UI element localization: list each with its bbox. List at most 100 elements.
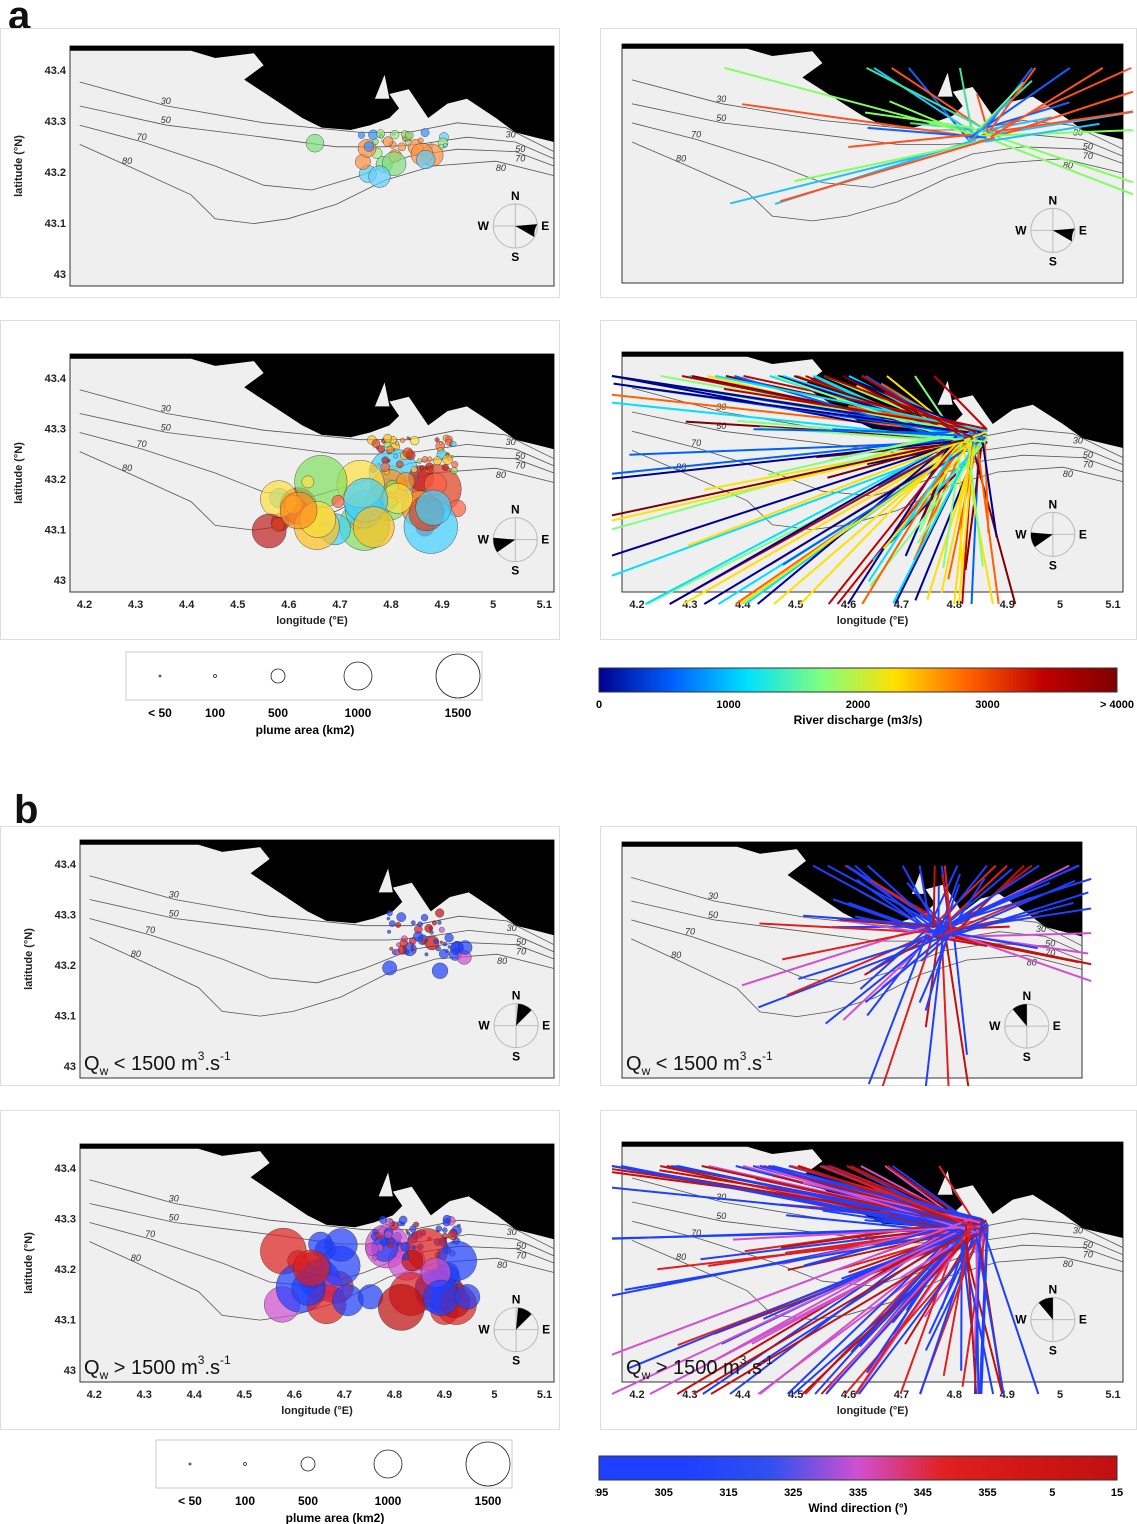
compass-e: E xyxy=(1079,223,1087,237)
plume-axis-line xyxy=(611,1186,984,1227)
x-tick-label: 4.2 xyxy=(77,599,92,611)
isobath-label: 70 xyxy=(516,947,526,957)
plume-axis-line xyxy=(782,928,931,961)
plume-bubble xyxy=(380,462,391,472)
x-tick-label: 4.7 xyxy=(337,1389,352,1401)
compass-n: N xyxy=(1049,497,1058,511)
isobath-label: 50 xyxy=(169,909,179,919)
x-tick-label: 4.2 xyxy=(87,1389,102,1401)
isobath-line xyxy=(631,938,1083,1018)
x-tick-label: 4.7 xyxy=(332,599,347,611)
size-legend-title: plume area (km2) xyxy=(286,1511,385,1524)
isobath-label: 50 xyxy=(515,451,525,461)
wind-sector-icon xyxy=(516,1307,532,1330)
plume-axis-line xyxy=(934,864,988,931)
x-tick-label: 5.1 xyxy=(1105,599,1120,611)
compass-w: W xyxy=(478,1019,490,1033)
plume-axis-line xyxy=(669,431,970,605)
size-legend-circle xyxy=(343,661,373,691)
x-tick-label: 4.9 xyxy=(434,599,449,611)
plume-axis-line xyxy=(978,1233,988,1395)
x-tick-label: 4.5 xyxy=(230,599,245,611)
size-legend-label: 500 xyxy=(298,1494,318,1508)
condition-label-part: .s xyxy=(746,1053,762,1075)
plume-axis-line xyxy=(724,66,975,136)
colorbar-gradient xyxy=(598,667,1118,693)
compass-w: W xyxy=(1015,1313,1027,1327)
plume-axis-line xyxy=(869,437,989,588)
plume-bubble xyxy=(442,941,448,947)
compass-e: E xyxy=(542,1019,550,1033)
plume-axis-line xyxy=(933,375,988,430)
plume-bubble xyxy=(413,931,424,942)
y-tick-label: 43.2 xyxy=(45,474,66,486)
plume-bubble xyxy=(363,141,375,152)
plume-bubble xyxy=(396,1220,403,1227)
plume-axis-line xyxy=(798,932,946,980)
wind-sector-icon xyxy=(1052,228,1075,242)
condition-label-part: w xyxy=(641,1064,651,1078)
isobath-label: 80 xyxy=(496,470,506,480)
plume-axis-line xyxy=(703,439,976,605)
plume-axis-line xyxy=(970,433,981,605)
plume-axis-line xyxy=(944,864,1080,927)
plume-axis-line xyxy=(947,930,1092,982)
plume-axis-line xyxy=(773,432,975,605)
plume-axis-line xyxy=(723,387,984,432)
plume-axis-line xyxy=(953,441,973,605)
plume-axis-line xyxy=(832,428,984,438)
plume-axis-line xyxy=(751,1229,966,1345)
y-tick-label: 43.3 xyxy=(55,1213,76,1225)
plume-bubble xyxy=(410,920,416,925)
isobath-label: 30 xyxy=(1073,436,1083,446)
map-a-top-left-plume-positions: 303050507070808043.443.343.243.143latitu… xyxy=(0,28,560,298)
x-tick-label: 4.4 xyxy=(735,1389,751,1401)
plume-axis-line xyxy=(757,1165,977,1234)
y-tick-label: 43.4 xyxy=(45,373,67,385)
plume-bubble xyxy=(438,926,445,933)
plume-axis-line xyxy=(839,918,958,930)
plume-bubble xyxy=(400,1242,411,1253)
plume-bubble xyxy=(292,1249,330,1287)
x-tick-label: 4.3 xyxy=(682,1389,697,1401)
x-tick-label: 4.5 xyxy=(788,599,803,611)
plume-axis-line xyxy=(701,1165,985,1229)
plume-axis-line xyxy=(940,934,1079,964)
isobath-line xyxy=(89,1179,555,1250)
plume-axis-line xyxy=(867,441,961,582)
plume-bubble xyxy=(417,921,423,928)
x-tick-label: 4.6 xyxy=(841,599,856,611)
plume-axis-line xyxy=(802,1181,981,1224)
plume-bubble xyxy=(406,436,410,440)
x-tick-label: 4.3 xyxy=(137,1389,152,1401)
plume-bubble xyxy=(451,461,459,468)
isobath-label: 50 xyxy=(1083,142,1093,152)
plume-axis-line xyxy=(782,436,987,566)
plume-axis-line xyxy=(901,865,937,926)
plume-bubble xyxy=(457,1223,461,1228)
plume-bubble xyxy=(431,962,449,979)
condition-label-part: -1 xyxy=(762,1353,773,1367)
plume-axis-line xyxy=(970,127,1134,184)
plume-bubble xyxy=(390,130,400,140)
y-tick-label: 43.1 xyxy=(55,1315,76,1327)
land-mass xyxy=(80,1144,554,1240)
x-axis-title: longitude (°E) xyxy=(837,615,909,627)
plume-bubble xyxy=(416,150,436,170)
size-legend-circle xyxy=(243,1462,247,1466)
compass-w: W xyxy=(478,533,490,547)
isobath-label: 30 xyxy=(506,130,516,140)
compass-e: E xyxy=(541,533,549,547)
plume-axis-line xyxy=(620,1165,962,1234)
compass-n: N xyxy=(1049,193,1058,207)
y-tick-label: 43.3 xyxy=(45,423,66,435)
y-tick-label: 43 xyxy=(54,269,66,281)
plume-axis-line xyxy=(827,864,946,931)
isobath-label: 70 xyxy=(515,154,525,164)
x-tick-label: 4.6 xyxy=(841,1389,856,1401)
isobath-label: 70 xyxy=(685,926,695,936)
isobath-label: 80 xyxy=(1063,1259,1073,1269)
compass-s: S xyxy=(511,250,519,264)
x-tick-label: 5 xyxy=(490,599,496,611)
isobath-label: 30 xyxy=(169,1194,179,1204)
